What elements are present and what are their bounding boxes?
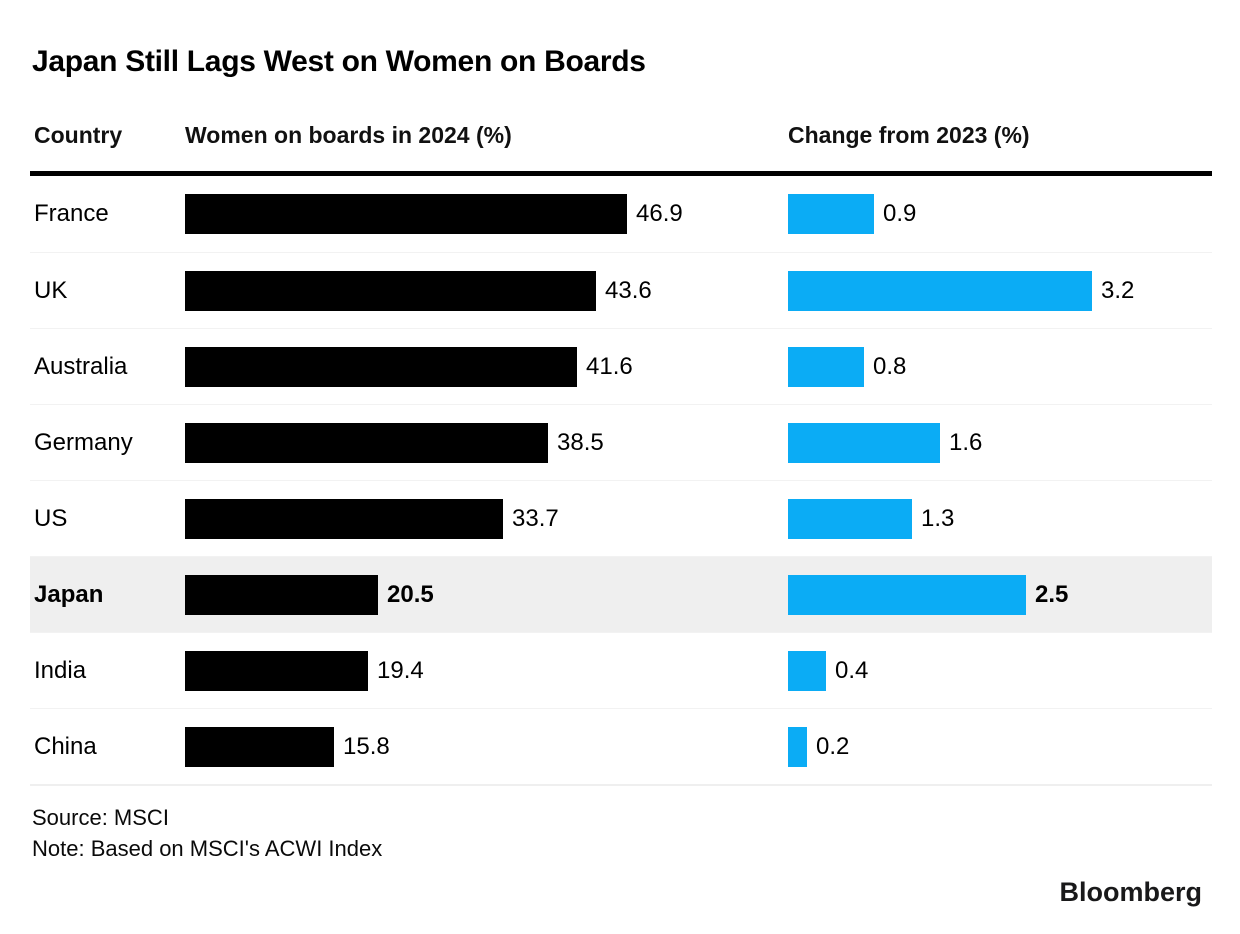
table-row: India 19.4 0.4 bbox=[30, 632, 1212, 708]
change-2023-value: 0.2 bbox=[816, 732, 850, 760]
change-2023-bar bbox=[788, 575, 1026, 615]
change-2023-bar bbox=[788, 271, 1092, 311]
women-2024-value: 19.4 bbox=[377, 656, 424, 684]
women-2024-bar bbox=[185, 347, 577, 387]
women-2024-bar bbox=[185, 727, 334, 767]
bloomberg-logo: Bloomberg bbox=[1059, 877, 1202, 907]
country-label: US bbox=[34, 504, 68, 532]
country-label: Germany bbox=[34, 428, 133, 456]
table-row: China 15.8 0.2 bbox=[30, 708, 1212, 784]
note-text: Note: Based on MSCI's ACWI Index bbox=[32, 836, 383, 861]
women-2024-value: 15.8 bbox=[343, 732, 390, 760]
header-divider bbox=[30, 171, 1212, 176]
women-2024-value: 38.5 bbox=[557, 428, 604, 456]
chart-container: Japan Still Lags West on Women on Boards… bbox=[0, 44, 1240, 907]
women-2024-value: 20.5 bbox=[387, 580, 434, 608]
change-2023-value: 1.6 bbox=[949, 428, 983, 456]
table-row: US 33.7 1.3 bbox=[30, 480, 1212, 556]
change-2023-value: 3.2 bbox=[1101, 276, 1135, 304]
column-headers: Country Women on boards in 2024 (%) Chan… bbox=[30, 122, 1212, 152]
country-label: India bbox=[34, 656, 87, 684]
country-label: Japan bbox=[34, 580, 104, 608]
table-row: Australia 41.6 0.8 bbox=[30, 328, 1212, 404]
change-2023-bar bbox=[788, 499, 912, 539]
change-2023-value: 2.5 bbox=[1035, 580, 1069, 608]
change-2023-bar bbox=[788, 347, 864, 387]
change-2023-bar bbox=[788, 727, 807, 767]
chart-footer: Source: MSCI Note: Based on MSCI's ACWI … bbox=[32, 802, 1212, 864]
change-2023-value: 0.9 bbox=[883, 200, 917, 227]
chart-rows: France 46.9 0.9 UK 43.6 3.2 Australia 41.6 0.8 Ge… bbox=[30, 176, 1212, 786]
country-label: UK bbox=[34, 276, 68, 304]
table-row: Germany 38.5 1.6 bbox=[30, 404, 1212, 480]
women-2024-value: 46.9 bbox=[636, 200, 683, 227]
country-label: China bbox=[34, 732, 97, 760]
women-2024-bar bbox=[185, 194, 627, 234]
table-row: UK 43.6 3.2 bbox=[30, 252, 1212, 328]
change-2023-bar bbox=[788, 651, 826, 691]
column-header-women-2024: Women on boards in 2024 (%) bbox=[185, 122, 512, 148]
women-2024-bar bbox=[185, 651, 368, 691]
change-2023-value: 0.4 bbox=[835, 656, 869, 684]
change-2023-bar bbox=[788, 423, 940, 463]
women-2024-bar bbox=[185, 575, 378, 615]
table-row: France 46.9 0.9 bbox=[30, 176, 1212, 252]
table-row: Japan 20.5 2.5 bbox=[30, 556, 1212, 632]
chart-title: Japan Still Lags West on Women on Boards bbox=[32, 45, 646, 78]
women-2024-value: 43.6 bbox=[605, 276, 652, 304]
change-2023-bar bbox=[788, 194, 874, 234]
column-header-country: Country bbox=[34, 122, 123, 148]
women-2024-bar bbox=[185, 423, 548, 463]
country-label: France bbox=[34, 200, 109, 227]
source-text: Source: MSCI bbox=[32, 805, 169, 830]
women-2024-bar bbox=[185, 271, 596, 311]
women-2024-value: 33.7 bbox=[512, 504, 559, 532]
column-header-change-2023: Change from 2023 (%) bbox=[788, 122, 1030, 148]
change-2023-value: 1.3 bbox=[921, 504, 955, 532]
change-2023-value: 0.8 bbox=[873, 352, 907, 380]
country-label: Australia bbox=[34, 352, 128, 380]
women-2024-value: 41.6 bbox=[586, 352, 633, 380]
women-2024-bar bbox=[185, 499, 503, 539]
